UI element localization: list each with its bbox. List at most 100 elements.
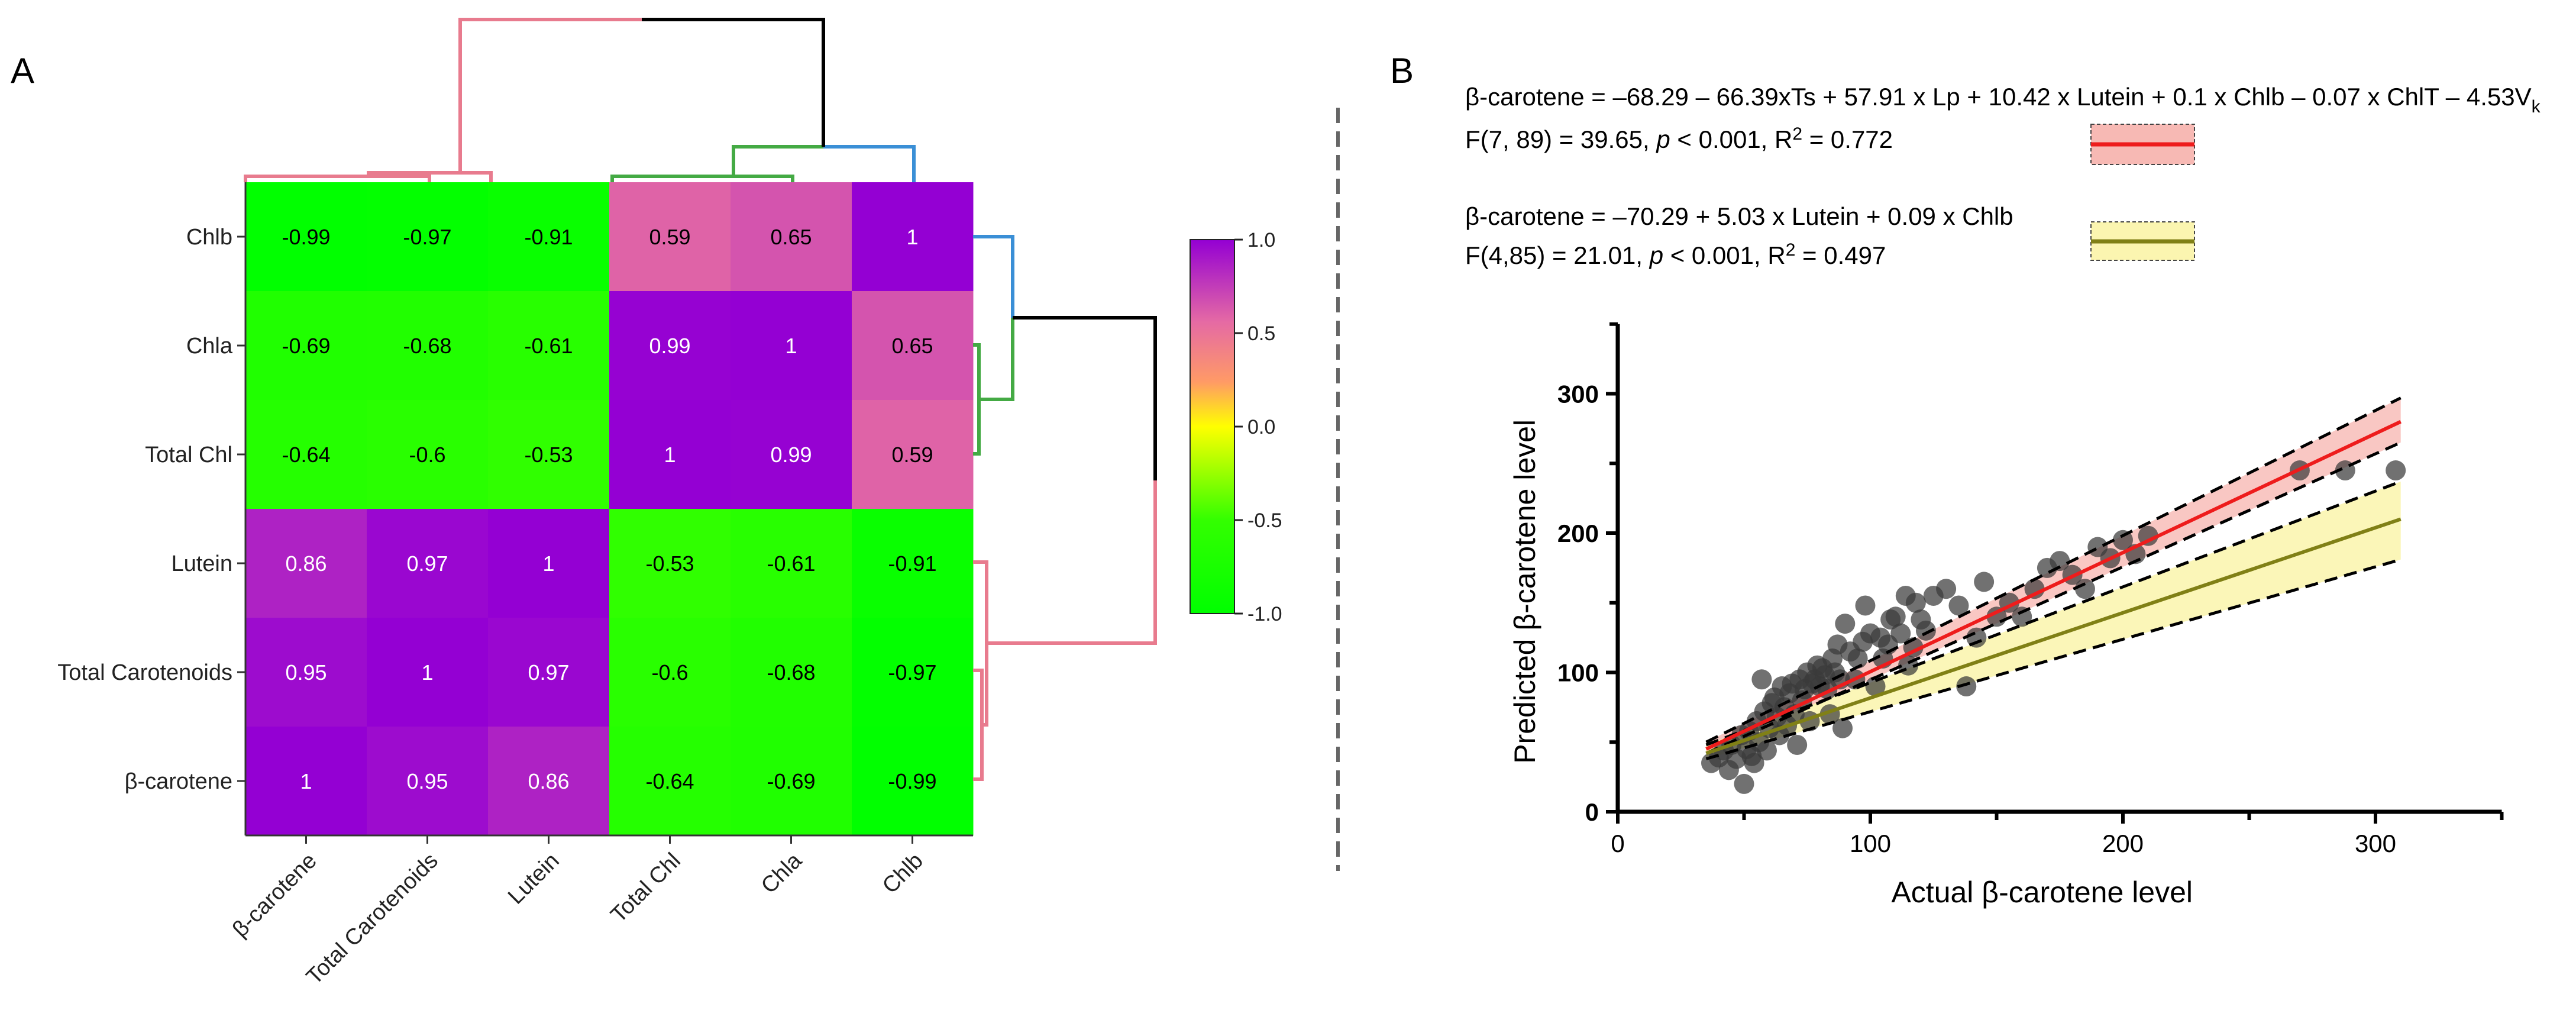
panel-b-label: B: [1390, 51, 1414, 91]
stats-2-prefix: F(4,85) = 21.01,: [1465, 241, 1650, 269]
heatmap-value-label: -0.69: [282, 334, 330, 358]
heatmap-cell-lutein-chla: [731, 509, 852, 618]
stats-1: F(7, 89) = 39.65, p < 0.001, R2 = 0.772: [1465, 124, 1893, 153]
dendro-top-branch-green: [610, 175, 794, 182]
heatmap-value-label: 0.65: [770, 225, 812, 249]
heatmap-value-label: -0.53: [645, 551, 694, 576]
heatmap-row-label-carotene: β-carotene: [125, 769, 232, 794]
heatmap-cell-lutein-total-carotenoids: [367, 509, 489, 618]
heatmap-value-label: -0.91: [524, 225, 573, 249]
colorbar-tick-label: -0.5: [1247, 509, 1282, 532]
heatmap-cell-total-chl-lutein: [488, 400, 610, 509]
colorbar-tick-label: 1.0: [1247, 229, 1275, 251]
heatmap-cell-total-carotenoids-total-carotenoids: [367, 618, 489, 727]
x-axis-tick-label: 100: [1850, 830, 1891, 857]
stats-1-suffix: = 0.772: [1802, 125, 1893, 153]
heatmap-value-label: 0.99: [770, 443, 812, 467]
heatmap-value-label: -0.6: [651, 660, 688, 685]
stats-2-sup: 2: [1786, 240, 1796, 260]
scatter-point: [1948, 595, 1969, 616]
heatmap-cell-total-chl-chla: [731, 400, 852, 509]
stats-1-p: p: [1655, 125, 1670, 153]
heatmap-col-label-chlb: Chlb: [878, 848, 928, 899]
dendro-top-branch-blue: [823, 145, 916, 182]
heatmap-cell-chlb-chla: [731, 182, 852, 292]
dendro-top-branch-pink-3: [458, 18, 642, 173]
heatmap-cell-carotene-carotene: [245, 727, 367, 836]
y-axis-title: Predicted β-carotene level: [1508, 419, 1541, 764]
heatmap-cell-lutein-lutein: [488, 509, 610, 618]
x-axis-tick-label: 200: [2102, 830, 2144, 857]
scatter-point: [1787, 734, 1808, 755]
scatter-point: [1847, 648, 1868, 669]
y-axis-tick-label: 200: [1557, 519, 1599, 547]
heatmap-value-label: 0.86: [285, 551, 327, 576]
colorbar-ticks: 1.0 0.5 0.0 -0.5 -1.0: [1234, 229, 1282, 625]
heatmap-cell-chlb-total-carotenoids: [367, 182, 489, 292]
scatter-point: [1974, 572, 1995, 592]
stats-2-p: p: [1649, 241, 1663, 269]
stats-2-mid: < 0.001, R: [1663, 241, 1786, 269]
model-2-fit-line: [1705, 517, 2402, 755]
heatmap-cell-lutein-chlb: [852, 509, 974, 618]
heatmap-row-label-total-chl: Total Chl: [145, 443, 232, 467]
panel-a-label: A: [11, 51, 34, 91]
heatmap-value-label: -0.97: [888, 660, 936, 685]
heatmap-value-label: -0.97: [403, 225, 451, 249]
scatter-point: [1905, 592, 1926, 613]
heatmap-cell-total-carotenoids-chlb: [852, 618, 974, 727]
scatter-point: [1751, 669, 1772, 690]
scatter-point: [2386, 460, 2406, 481]
heatmap-value-label: 0.95: [285, 660, 327, 685]
scatter-point: [1915, 620, 1936, 641]
dendro-right-branch-pink: [973, 669, 984, 781]
model-1-fit-line: [1705, 419, 2402, 751]
heatmap-value-label: -0.68: [403, 334, 451, 358]
colorbar-tick-label: -1.0: [1247, 603, 1282, 625]
scatter-point: [1832, 718, 1853, 738]
dendro-right-branch-pink-2: [973, 560, 988, 727]
heatmap-row-label-chlb: Chlb: [186, 225, 232, 250]
heatmap-cell-total-carotenoids-chla: [731, 618, 852, 727]
heatmap-value-label: 0.59: [649, 225, 690, 249]
heatmap-value-label: -0.6: [409, 443, 445, 467]
scatter-point: [1734, 773, 1754, 794]
heatmap-cell-total-carotenoids-total-chl: [609, 618, 731, 727]
y-axis-tick-label: 100: [1557, 659, 1599, 687]
heatmap-value-label: 1: [906, 225, 918, 249]
heatmap-cell-total-chl-total-chl: [609, 400, 731, 509]
x-axis-tick-label: 300: [2355, 830, 2396, 857]
heatmap-value-label: -0.68: [767, 660, 815, 685]
heatmap-cell-carotene-total-chl: [609, 727, 731, 836]
heatmap-cell-chla-total-carotenoids: [367, 291, 489, 401]
scatter-point: [2113, 530, 2133, 550]
heatmap-col-label-lutein: Lutein: [503, 848, 564, 909]
dendro-right-branch-green-2: [979, 318, 1014, 401]
stats-1-mid: < 0.001, R: [1670, 125, 1793, 153]
heatmap-value-label: 0.65: [891, 334, 933, 358]
heatmap-col-label-carotene: β-carotene: [228, 848, 322, 943]
scatter-point: [1756, 740, 1777, 761]
heatmap-value-label: -0.91: [888, 551, 936, 576]
stats-2: F(4,85) = 21.01, p < 0.001, R2 = 0.497: [1465, 240, 1886, 269]
scatter-point: [1744, 753, 1764, 773]
heatmap-cell-carotene-chlb: [852, 727, 974, 836]
x-axis-tick-label: 0: [1611, 830, 1624, 857]
heatmap-value-label: 1: [664, 443, 675, 467]
scatter-point: [1890, 623, 1911, 644]
heatmap-cell-carotene-lutein: [488, 727, 610, 836]
scatter-point: [1865, 676, 1886, 697]
dendro-right-branch-pink-3: [987, 480, 1157, 645]
dendro-right-branch-blue: [973, 235, 1014, 318]
heatmap-value-label: 0.59: [891, 443, 933, 467]
heatmap-value-label: 0.99: [649, 334, 690, 358]
equation-1-subscript: k: [2532, 97, 2541, 117]
dendro-right-branch-green: [973, 343, 981, 456]
colorbar-tick-label: 0.5: [1247, 322, 1275, 345]
heatmap-cell-lutein-total-chl: [609, 509, 731, 618]
scatter-point: [1835, 614, 1856, 634]
heatmap-col-label-total-carotenoids: Total Carotenoids: [302, 848, 443, 990]
x-axis-title: Actual β-carotene level: [1891, 876, 2193, 909]
scatter-plot: 0 100 200 300 0 100 200 300 Actual β-carotene le…: [1508, 322, 2504, 909]
